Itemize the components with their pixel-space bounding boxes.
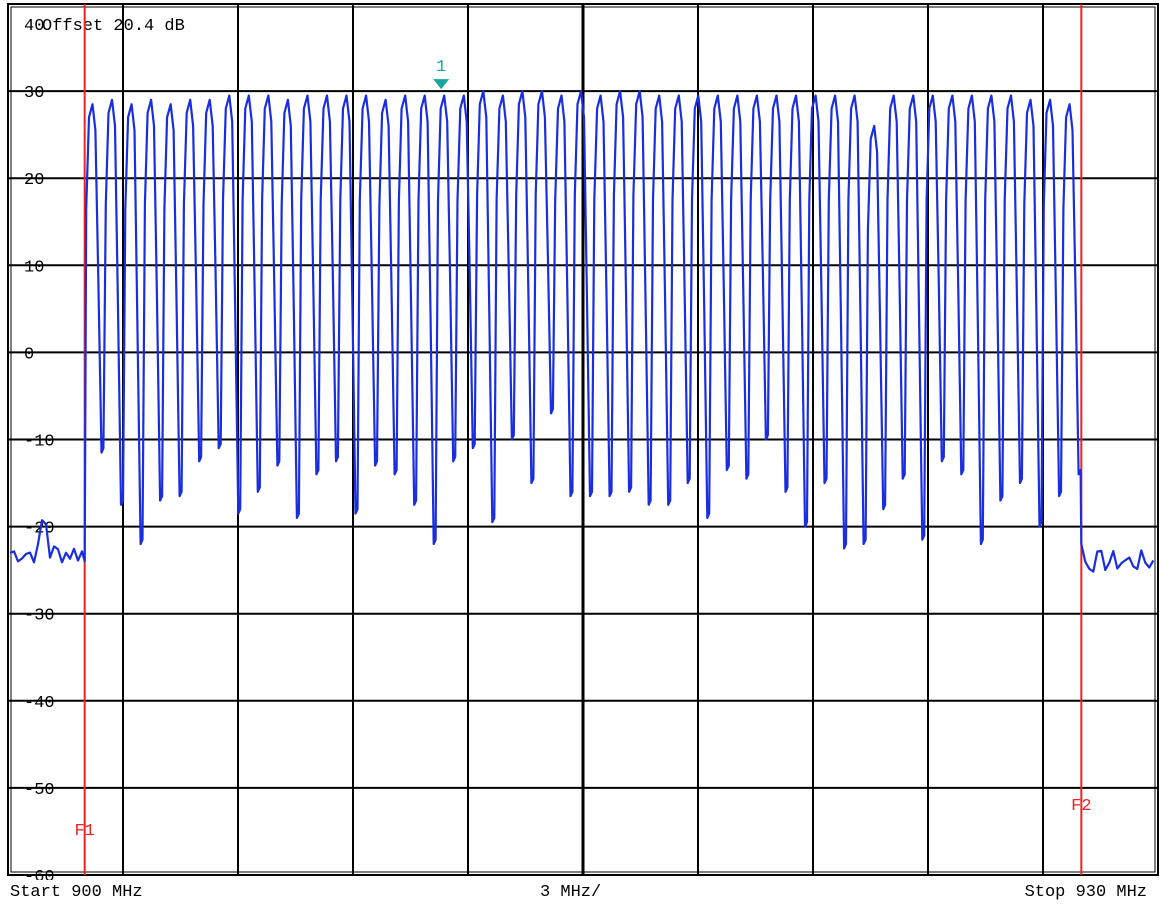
frequency-per-division-label: 3 MHz/	[540, 883, 602, 902]
limit-label-f2: F2	[1071, 797, 1091, 816]
y-tick-label: -30	[24, 607, 55, 626]
y-tick-label: -10	[24, 433, 55, 452]
y-tick-label: -40	[24, 694, 55, 713]
y-tick-label: -50	[24, 781, 55, 800]
offset-label: Offset 20.4 dB	[42, 17, 185, 36]
start-frequency-label: Start 900 MHz	[10, 883, 143, 902]
marker-triangle	[433, 79, 450, 90]
stop-frequency-label: Stop 930 MHz	[1024, 883, 1147, 902]
grid	[7, 3, 1159, 876]
y-tick-label: 40	[24, 17, 44, 36]
y-tick-label: 20	[24, 171, 44, 190]
y-tick-label: 0	[24, 345, 34, 364]
y-tick-label: 10	[24, 258, 44, 277]
y-tick-label: 30	[24, 84, 44, 103]
spectrum-trace	[9, 90, 1155, 573]
y-tick-label: -60	[24, 868, 55, 880]
marker-label: 1	[436, 58, 446, 77]
markers: 1	[433, 58, 450, 90]
limit-label-f1: F1	[74, 822, 94, 841]
